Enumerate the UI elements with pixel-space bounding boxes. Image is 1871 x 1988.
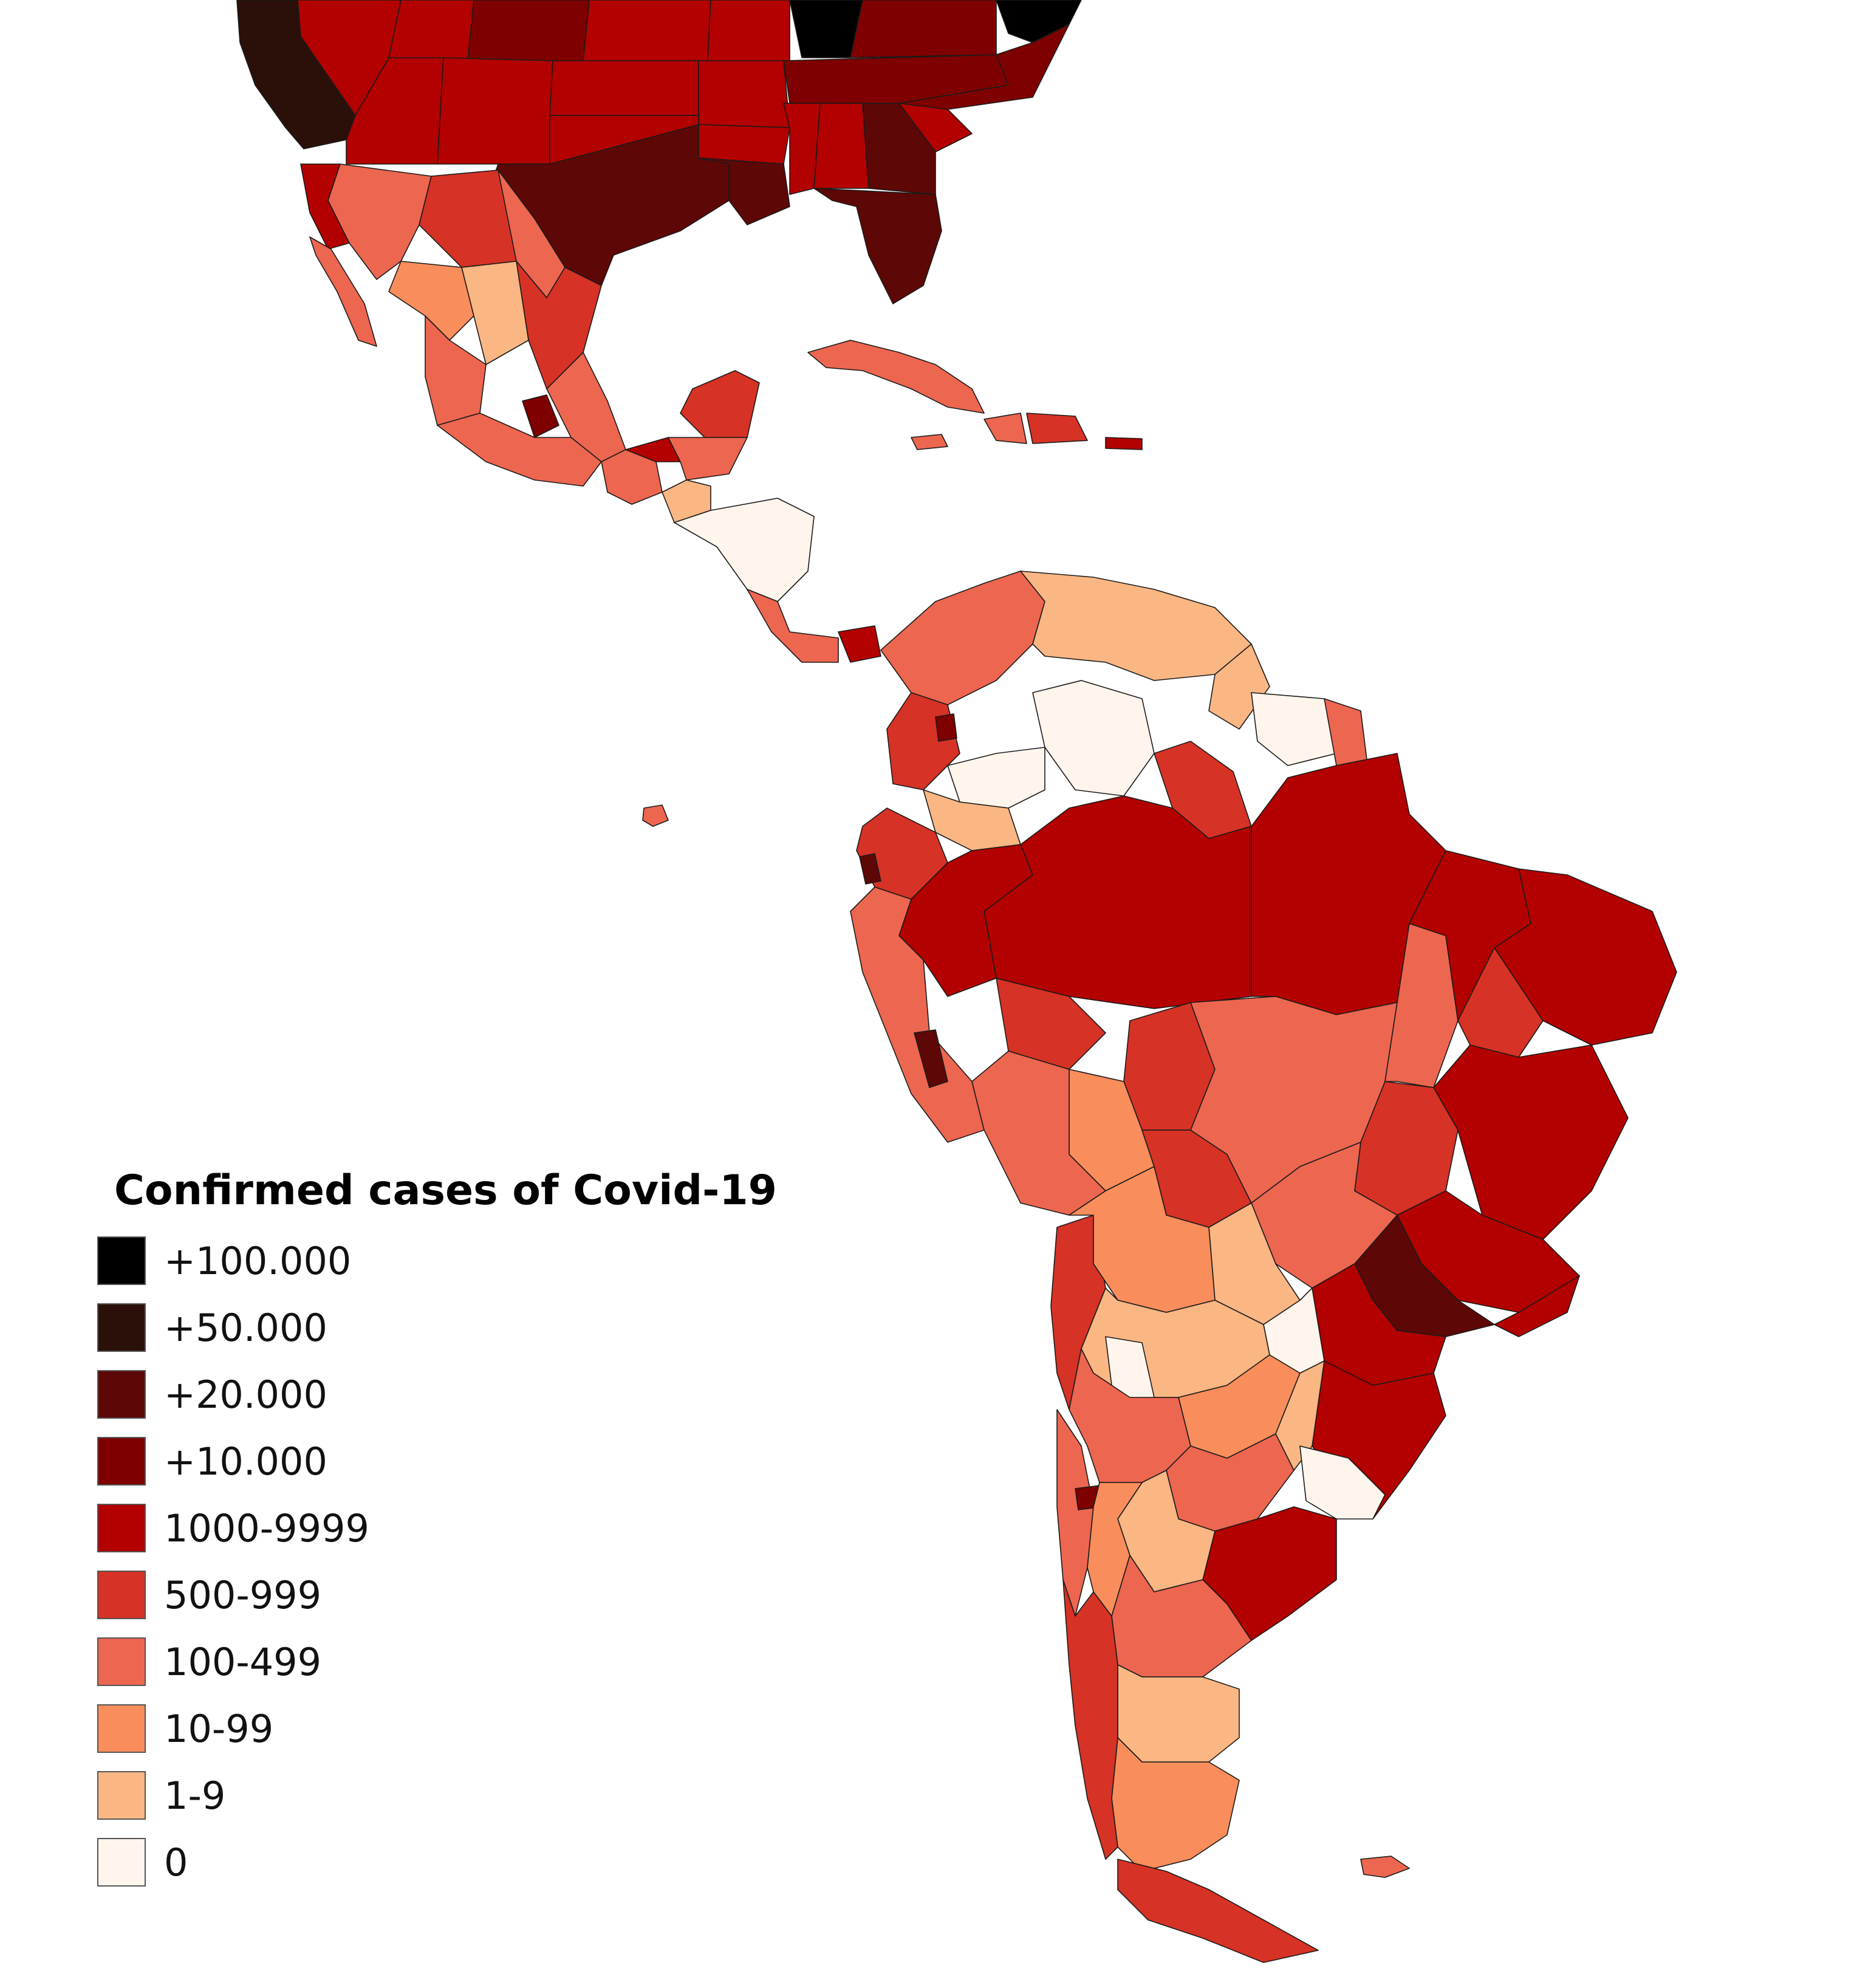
region-lima (914, 1029, 948, 1088)
region-arkansas (698, 124, 790, 165)
legend-label: +10.000 (164, 1439, 327, 1484)
region-central-mexico-a (461, 261, 529, 365)
region-guatemala-belize (662, 479, 711, 523)
legend-swatch (97, 1838, 146, 1887)
legend-item: 0 (97, 1829, 887, 1896)
region-mexico-city (522, 394, 559, 438)
legend-item: +10.000 (97, 1428, 887, 1495)
region-yucatan (680, 370, 760, 438)
region-nuevo-leon-tamaulipas (516, 261, 602, 389)
legend-item: 100-499 (97, 1628, 887, 1695)
legend-label: 500-999 (164, 1572, 322, 1617)
legend-item: +20.000 (97, 1361, 887, 1428)
legend-swatch (97, 1437, 146, 1486)
region-chile-south (1062, 1579, 1118, 1860)
legend-label: +100.000 (164, 1238, 352, 1283)
legend-label: +20.000 (164, 1372, 327, 1417)
legend-title: Confirmed cases of Covid-19 (114, 1167, 777, 1215)
region-campeche-qroo (668, 437, 748, 481)
region-honduras-nicaragua (674, 498, 815, 602)
legend-label: 10-99 (164, 1706, 274, 1751)
region-rondonia (996, 978, 1106, 1070)
legend: Confirmed cases of Covid-19 +100.000 +50.… (97, 1154, 887, 1920)
region-amapa (1324, 698, 1367, 766)
region-guayaquil (859, 853, 881, 885)
region-missouri (698, 60, 790, 128)
region-bogota (935, 713, 957, 742)
region-panama-city (838, 625, 881, 663)
region-chubut (1117, 1664, 1240, 1763)
region-venezuela (1020, 571, 1252, 681)
region-rio-de-janeiro (1494, 1275, 1580, 1337)
region-puerto-rico (1105, 437, 1143, 450)
region-oklahoma (549, 115, 699, 165)
region-mississippi (783, 103, 821, 195)
region-colombia-east (947, 747, 1045, 809)
south-america-regions (642, 571, 1677, 1963)
region-kansas (549, 60, 699, 116)
region-cuba (807, 340, 985, 414)
region-uruguay (1299, 1445, 1386, 1520)
region-nebraska (583, 0, 711, 61)
legend-rows: +100.000 +50.000 +20.000 +10.000 1000-9999 50… (97, 1227, 887, 1896)
legend-item: 1000-9999 (97, 1495, 887, 1561)
region-virginia-carolina (898, 24, 1070, 110)
region-venezuela-south (1032, 680, 1155, 797)
region-chile-central (1056, 1409, 1094, 1617)
region-galapagos (642, 804, 669, 827)
region-sonora (327, 163, 432, 280)
legend-item: 10-99 (97, 1695, 887, 1762)
region-south-carolina (898, 103, 973, 153)
region-suriname-guiana (1251, 692, 1337, 766)
region-florida (813, 188, 942, 304)
region-jamaica (911, 434, 948, 450)
legend-label: 100-499 (164, 1639, 322, 1684)
mexico-regions (300, 163, 760, 505)
region-alabama (813, 103, 869, 189)
region-northeast (1494, 868, 1677, 1046)
caribbean-regions (807, 340, 1143, 450)
region-costa-rica (747, 589, 839, 663)
region-wyoming (467, 0, 590, 61)
region-georgia (862, 103, 936, 195)
region-new-york (996, 0, 1082, 43)
legend-swatch (97, 1504, 146, 1552)
region-louisiana (698, 157, 790, 225)
legend-swatch (97, 1236, 146, 1285)
region-haiti (983, 413, 1027, 444)
legend-label: 1000-9999 (164, 1506, 369, 1551)
legend-item: 500-999 (97, 1561, 887, 1628)
region-colombia-west (886, 692, 960, 790)
legend-swatch (97, 1704, 146, 1753)
legend-swatch (97, 1571, 146, 1619)
legend-item: +100.000 (97, 1227, 887, 1294)
region-ohio-valley (850, 0, 997, 58)
legend-label: 0 (164, 1840, 188, 1885)
legend-swatch (97, 1303, 146, 1352)
legend-label: +50.000 (164, 1305, 327, 1350)
legend-item: 1-9 (97, 1762, 887, 1829)
region-new-mexico (437, 57, 553, 165)
legend-item: +50.000 (97, 1294, 887, 1361)
legend-swatch (97, 1637, 146, 1686)
legend-swatch (97, 1771, 146, 1820)
region-dominican-republic (1026, 413, 1088, 444)
region-baja-california-sur (309, 236, 377, 347)
legend-swatch (97, 1370, 146, 1419)
legend-label: 1-9 (164, 1773, 226, 1818)
usa-regions (236, 0, 1082, 304)
central-america-regions (662, 479, 881, 663)
region-falkland-islands (1360, 1856, 1410, 1878)
region-iowa (707, 0, 790, 67)
region-colombia-north (880, 571, 1045, 705)
region-tierra-del-fuego (1117, 1859, 1319, 1963)
region-illinois (789, 0, 863, 58)
region-nevada-utah (388, 0, 474, 61)
